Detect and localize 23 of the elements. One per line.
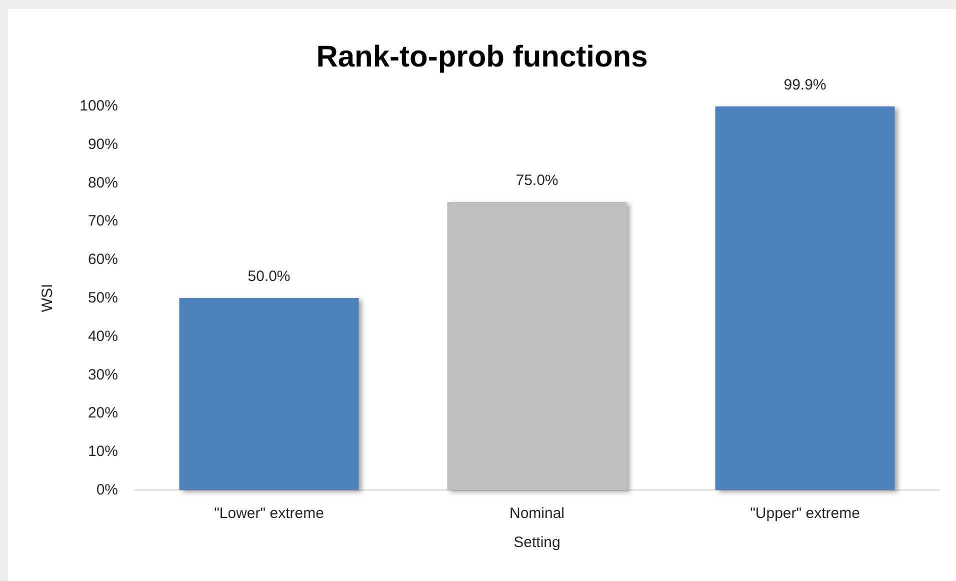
bar — [715, 106, 895, 490]
y-tick-label: 30% — [88, 366, 118, 384]
y-tick-label: 40% — [88, 328, 118, 345]
x-axis-title: Setting — [514, 534, 560, 551]
chart-title: Rank-to-prob functions — [316, 40, 648, 74]
y-tick-label: 50% — [88, 290, 118, 306]
data-label: 75.0% — [516, 172, 558, 189]
bar — [179, 298, 359, 490]
y-tick-label: 90% — [88, 136, 118, 153]
x-tick-label: "Lower" extreme — [214, 505, 324, 522]
y-tick-label: 60% — [88, 251, 118, 268]
x-tick-label: "Upper" extreme — [750, 505, 860, 522]
x-tick-label: Nominal — [509, 505, 565, 522]
data-label: 50.0% — [248, 268, 290, 285]
y-axis-title: WSI — [39, 284, 56, 312]
y-tick-label: 10% — [88, 443, 118, 460]
y-tick-label: 20% — [88, 404, 118, 422]
y-tick-label: 100% — [80, 98, 118, 114]
y-tick-label: 70% — [88, 212, 118, 230]
y-tick-label: 80% — [88, 174, 118, 192]
bar — [447, 202, 627, 490]
y-tick-label: 0% — [96, 482, 118, 498]
data-label: 99.9% — [784, 76, 826, 94]
